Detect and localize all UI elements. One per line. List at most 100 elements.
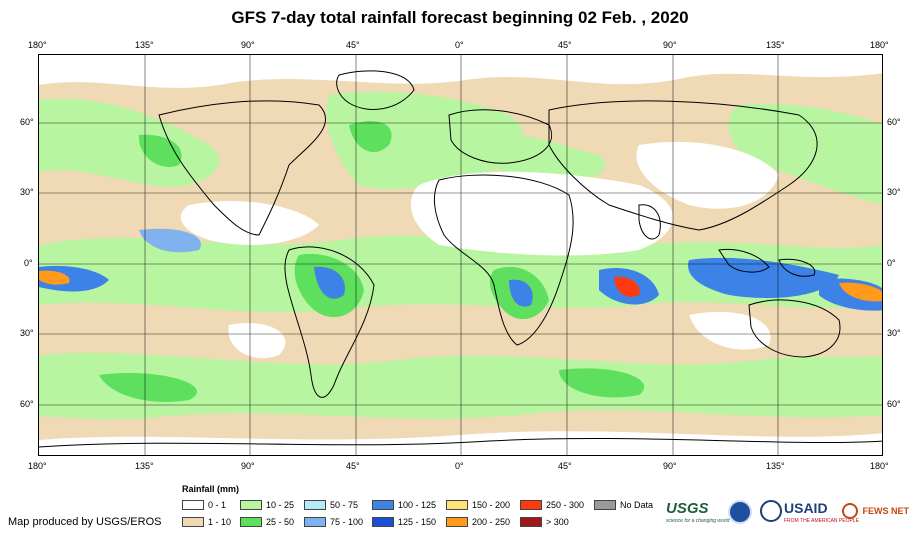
legend-label: 10 - 25 <box>266 500 295 510</box>
legend-label: 0 - 1 <box>208 500 227 510</box>
india-outline <box>638 204 661 240</box>
south-pacific-core <box>839 282 882 302</box>
legend-item: 125 - 150 <box>372 517 436 527</box>
europe-outline <box>448 109 552 164</box>
lon-tick-top: 0° <box>455 40 464 50</box>
lat-tick-left: 60° <box>20 399 34 409</box>
legend-title: Rainfall (mm) <box>182 484 240 494</box>
legend-swatch <box>520 517 542 527</box>
fewsnet-logo: FEWS NET <box>842 502 909 520</box>
legend-item: 25 - 50 <box>240 517 294 527</box>
usgs-tagline: science for a changing world <box>666 518 730 524</box>
south-america-outline <box>284 246 375 398</box>
lat-tick-right: 30° <box>887 328 901 338</box>
legend-item: 150 - 200 <box>446 500 510 510</box>
usgs-logo: USGS science for a changing world <box>666 500 729 524</box>
lon-tick-bottom: 0° <box>455 461 464 471</box>
legend-label: > 300 <box>546 517 569 527</box>
pacific-itcz-west <box>139 228 201 253</box>
legend-label: 150 - 200 <box>472 500 511 510</box>
north-pacific-rain-east <box>728 104 882 205</box>
asia-outline <box>548 100 818 231</box>
lon-tick-bottom: 180° <box>870 461 889 471</box>
legend-swatch <box>182 517 204 527</box>
usaid-logo-text: USAID <box>784 500 828 516</box>
north-america-outline <box>158 100 326 236</box>
lat-tick-right: 60° <box>887 399 901 409</box>
lon-tick-top: 180° <box>28 40 47 50</box>
europe-rain <box>469 132 606 184</box>
lon-tick-top: 180° <box>870 40 889 50</box>
legend-swatch <box>594 500 616 510</box>
north-atlantic-rain <box>326 91 524 190</box>
legend-swatch <box>240 517 262 527</box>
lat-tick-right: 0° <box>887 258 896 268</box>
maritime-continent-heavy <box>688 257 839 299</box>
legend-swatch <box>520 500 542 510</box>
lon-tick-bottom: 135° <box>766 461 785 471</box>
map-credit: Map produced by USGS/EROS <box>8 516 162 528</box>
lon-tick-top: 90° <box>241 40 255 50</box>
lon-tick-top: 135° <box>766 40 785 50</box>
legend-label: 100 - 125 <box>398 500 437 510</box>
legend-label: 50 - 75 <box>330 500 359 510</box>
usaid-logo: USAID FROM THE AMERICAN PEOPLE <box>784 500 859 524</box>
map-title: GFS 7-day total rainfall forecast beginn… <box>231 8 689 27</box>
legend-item: 1 - 10 <box>182 517 231 527</box>
legend-item: 200 - 250 <box>446 517 510 527</box>
asia-dry-area <box>636 141 779 209</box>
australia-outline <box>748 299 841 358</box>
legend-item: 50 - 75 <box>304 500 358 510</box>
lon-tick-top: 90° <box>663 40 677 50</box>
legend-item: 75 - 100 <box>304 517 363 527</box>
legend-swatch <box>182 500 204 510</box>
legend-label: 1 - 10 <box>208 517 232 527</box>
legend-label: 25 - 50 <box>266 517 295 527</box>
lat-tick-left: 0° <box>24 258 33 268</box>
africa-heavy <box>509 279 533 307</box>
east-pacific-itcz-core <box>39 270 70 285</box>
antarctica-outline <box>39 437 882 448</box>
continent-outlines <box>39 70 882 448</box>
legend-item: 250 - 300 <box>520 500 584 510</box>
graticule <box>39 55 882 455</box>
legend-label: 75 - 100 <box>330 517 364 527</box>
legend-label: No Data <box>620 500 654 510</box>
sahara-dry-area <box>410 171 673 256</box>
legend-item: 0 - 1 <box>182 500 226 510</box>
usaid-tagline: FROM THE AMERICAN PEOPLE <box>784 518 859 524</box>
legend-swatch <box>372 500 394 510</box>
legend-item: > 300 <box>520 517 569 527</box>
legend-swatch <box>446 517 468 527</box>
noaa-logo-icon <box>728 500 752 524</box>
lon-tick-top: 135° <box>135 40 154 50</box>
southeast-asia-islands <box>718 248 816 277</box>
lon-tick-bottom: 180° <box>28 461 47 471</box>
legend-label: 250 - 300 <box>546 500 585 510</box>
lon-tick-bottom: 45° <box>346 461 360 471</box>
fewsnet-icon <box>842 502 858 519</box>
lat-tick-right: 60° <box>887 117 901 127</box>
amazon-heavy <box>314 266 345 299</box>
map-canvas <box>39 55 882 455</box>
usaid-seal-icon <box>760 500 782 522</box>
lon-tick-bottom: 45° <box>558 461 572 471</box>
lon-tick-bottom: 90° <box>241 461 255 471</box>
southern-ocean-heavy <box>99 373 197 403</box>
africa-outline <box>433 174 574 346</box>
legend-item: 10 - 25 <box>240 500 294 510</box>
lon-tick-top: 45° <box>558 40 572 50</box>
legend-swatch <box>304 500 326 510</box>
legend-label: 125 - 150 <box>398 517 437 527</box>
greenland-outline <box>336 70 415 110</box>
legend-swatch <box>446 500 468 510</box>
usgs-logo-text: USGS <box>666 500 709 517</box>
lat-tick-left: 60° <box>20 117 34 127</box>
legend-swatch <box>304 517 326 527</box>
lon-tick-top: 45° <box>346 40 360 50</box>
fewsnet-logo-text: FEWS NET <box>862 505 909 516</box>
legend-label: 200 - 250 <box>472 517 511 527</box>
southern-ocean-heavy-2 <box>559 368 645 398</box>
legend-swatch <box>240 500 262 510</box>
lat-tick-left: 30° <box>20 328 34 338</box>
